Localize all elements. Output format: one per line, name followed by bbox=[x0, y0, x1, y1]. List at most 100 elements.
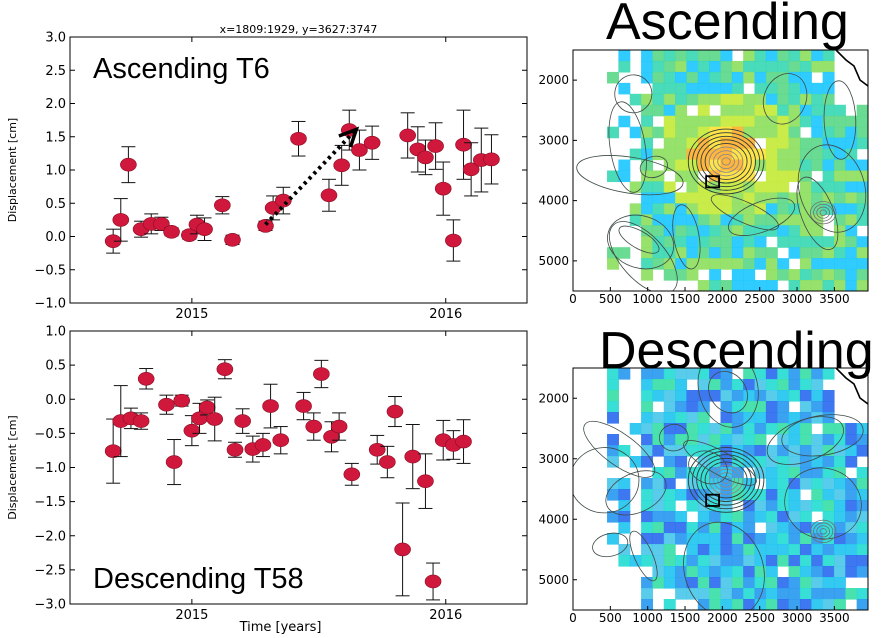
map-asc-cell bbox=[822, 269, 835, 281]
contour-line bbox=[816, 206, 830, 219]
contour-line bbox=[717, 153, 735, 170]
map-desc-cell bbox=[788, 522, 801, 534]
map-asc-cell bbox=[743, 203, 756, 215]
map-desc-cell bbox=[799, 566, 812, 578]
contour-line bbox=[687, 128, 765, 195]
map-desc-cell bbox=[675, 368, 688, 380]
map-desc-cell bbox=[686, 445, 699, 457]
map-asc-cell bbox=[743, 269, 756, 281]
map-asc-cell bbox=[765, 269, 778, 281]
map-desc-cell bbox=[607, 511, 619, 523]
data-point bbox=[313, 359, 330, 389]
data-point bbox=[333, 144, 350, 186]
map-desc-cell bbox=[788, 445, 801, 457]
map-asc-cell bbox=[788, 126, 801, 139]
map-desc-cell bbox=[743, 544, 756, 556]
map-desc-cell bbox=[845, 555, 858, 567]
map-desc-cell bbox=[686, 500, 699, 512]
map-desc-cell bbox=[754, 467, 767, 479]
map-asc-cell bbox=[822, 71, 835, 84]
map-desc-cell bbox=[641, 379, 654, 391]
map-asc-cell bbox=[833, 203, 846, 215]
map-desc-cell bbox=[765, 489, 778, 501]
map-asc-cell bbox=[629, 181, 642, 194]
map-asc-cell bbox=[811, 192, 824, 204]
marker bbox=[351, 143, 368, 157]
contour-line bbox=[708, 146, 744, 177]
map-desc-cell bbox=[697, 555, 710, 567]
map-asc-cell bbox=[686, 93, 699, 106]
map-desc-cell bbox=[641, 588, 654, 600]
data-point bbox=[394, 502, 411, 597]
map-desc-cell bbox=[731, 555, 744, 567]
map-desc-cell bbox=[833, 544, 846, 556]
map-desc-cell bbox=[754, 401, 767, 413]
map-asc-cell bbox=[731, 181, 744, 194]
map-desc-cell bbox=[765, 379, 778, 391]
map-asc-cell bbox=[833, 225, 846, 237]
marker bbox=[305, 419, 323, 434]
map-asc-cell bbox=[799, 115, 812, 128]
map-desc-cell bbox=[777, 599, 790, 610]
map-asc-cell bbox=[641, 269, 654, 281]
map-desc-cell bbox=[799, 379, 812, 391]
map-asc-cell bbox=[697, 82, 710, 95]
map-desc-cell bbox=[811, 522, 824, 534]
map-desc-cell bbox=[709, 445, 722, 457]
map-desc-cell bbox=[709, 434, 722, 446]
map-asc-cell bbox=[743, 247, 756, 259]
map-asc-cell bbox=[720, 93, 733, 106]
map-asc-cell bbox=[788, 269, 801, 281]
map-asc-cell bbox=[777, 236, 790, 248]
map-asc-cell bbox=[720, 214, 733, 226]
map-asc-cell bbox=[675, 50, 688, 62]
map-asc-cell bbox=[788, 115, 801, 128]
map-asc-cell bbox=[799, 214, 812, 226]
map-asc-cell bbox=[629, 126, 642, 139]
map-desc-cell bbox=[833, 599, 846, 610]
map-asc-cell bbox=[822, 148, 835, 161]
map-asc-cell bbox=[822, 126, 835, 139]
map-desc-cell bbox=[686, 368, 699, 380]
map-asc-cell bbox=[663, 192, 676, 204]
map-desc-cell bbox=[675, 379, 688, 391]
map-desc-cell bbox=[811, 467, 824, 479]
map-asc-cell bbox=[777, 104, 790, 117]
map-desc-cell bbox=[720, 555, 733, 567]
map-asc-cell bbox=[641, 203, 654, 215]
data-point bbox=[120, 146, 137, 184]
map-desc-cell bbox=[799, 467, 812, 479]
map-asc-cell bbox=[799, 258, 812, 270]
map-asc-cell bbox=[629, 214, 642, 226]
map-desc-cell bbox=[822, 588, 835, 600]
map-desc-cell bbox=[709, 599, 722, 610]
map-desc-cell bbox=[765, 390, 778, 402]
map-desc-cell bbox=[743, 412, 756, 424]
map-asc-cell bbox=[788, 104, 801, 117]
map-desc-cell bbox=[697, 423, 710, 435]
map-asc-ytick-label: 2000 bbox=[538, 73, 569, 87]
contour-line bbox=[727, 197, 796, 236]
map-asc-xtick-label: 2500 bbox=[744, 292, 775, 306]
data-point bbox=[112, 198, 130, 242]
contour-line bbox=[809, 201, 837, 225]
map-asc-cell bbox=[856, 214, 868, 226]
map-desc-cell bbox=[754, 588, 767, 600]
data-point bbox=[445, 219, 462, 262]
map-asc-cell bbox=[743, 214, 756, 226]
map-asc-cell bbox=[652, 203, 665, 215]
map-desc-cell bbox=[652, 423, 665, 435]
map-desc-cell bbox=[833, 588, 846, 600]
map-desc-cell bbox=[743, 478, 756, 490]
map-desc-cell bbox=[833, 522, 846, 534]
map-desc-cell bbox=[652, 566, 665, 578]
map-asc-cell bbox=[811, 93, 824, 106]
map-desc-cell bbox=[720, 577, 733, 589]
map-desc-cell bbox=[618, 511, 631, 523]
map-desc-cell bbox=[709, 423, 722, 435]
data-point bbox=[272, 426, 290, 455]
bottom-ytick-label: 1.0 bbox=[45, 325, 66, 340]
map-desc-xtick-label: 1500 bbox=[670, 611, 701, 625]
map-desc-cell bbox=[788, 599, 801, 610]
map-desc-cell bbox=[833, 577, 846, 589]
